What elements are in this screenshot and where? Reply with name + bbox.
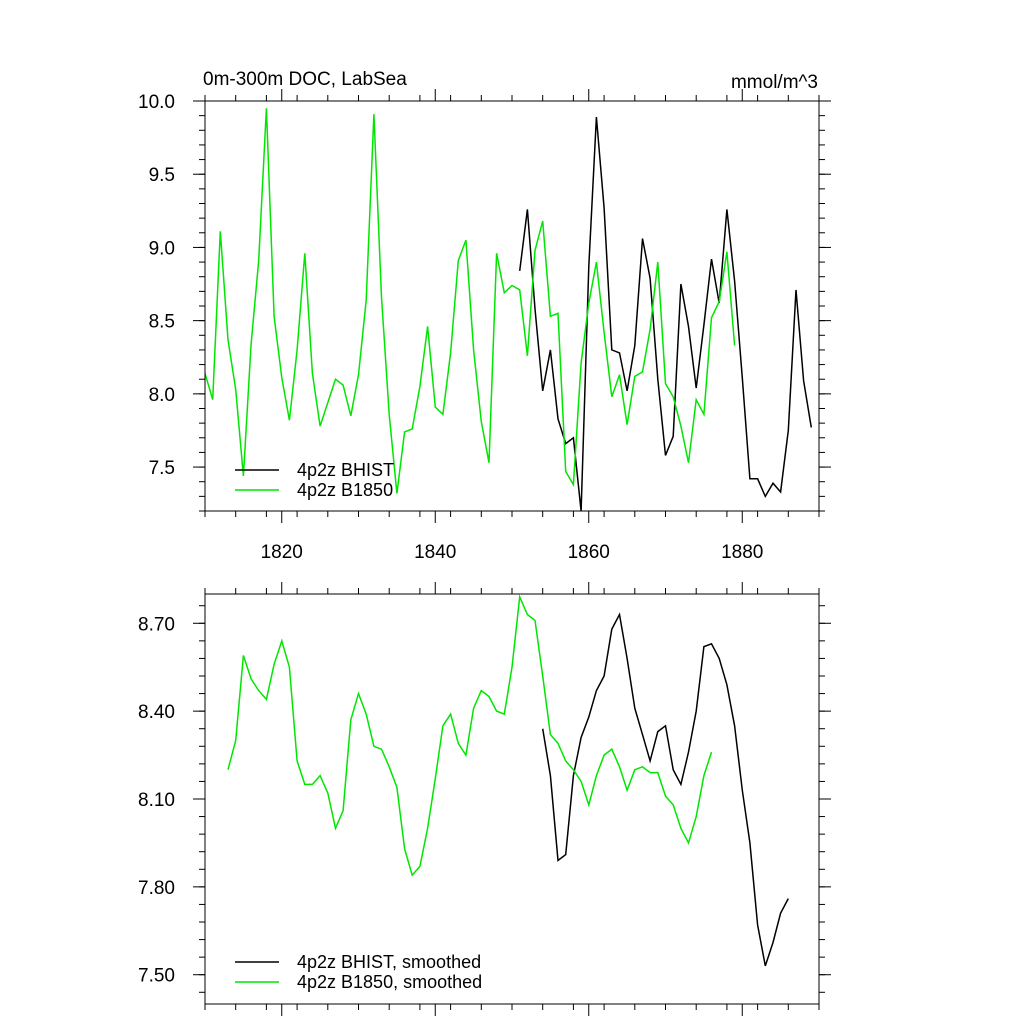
series-line-4p2z-b1850-smoothed (227, 594, 713, 877)
bottom-axis-ticks: 7.50 7.80 8.10 8.40 8.70 (138, 582, 831, 1016)
top-series-lines (204, 108, 813, 512)
top-ytick-label: 10.0 (138, 92, 175, 113)
legend-label-b1850: 4p2z B1850 (297, 480, 393, 500)
series-line-4p2z-b1850 (204, 108, 736, 494)
bottom-legend: 4p2z BHIST, smoothed 4p2z B1850, smoothe… (235, 952, 482, 992)
top-axis-ticks: 7.5 8.0 8.5 9.0 9.5 10.0 1820 1840 1860 1880 (138, 89, 831, 563)
top-xtick-label: 1880 (721, 542, 763, 563)
top-xtick-label: 1860 (568, 542, 610, 563)
top-ytick-label: 8.0 (149, 385, 175, 406)
chart-title: 0m-300m DOC, LabSea (203, 69, 407, 90)
panel-bottom: 7.50 7.80 8.10 8.40 8.70 4p2z BHIST, smoothe… (138, 582, 831, 1016)
top-ytick-label: 9.0 (149, 238, 175, 259)
bottom-series-lines (227, 594, 789, 967)
top-plot-frame (204, 100, 820, 512)
top-xtick-label: 1820 (261, 542, 303, 563)
top-ytick-label: 8.5 (149, 312, 175, 333)
bottom-ytick-label: 7.50 (138, 966, 175, 987)
top-ytick-label: 9.5 (149, 165, 175, 186)
bottom-ytick-label: 8.40 (138, 702, 175, 723)
top-xtick-label: 1840 (414, 542, 456, 563)
legend-label-b1850-smoothed: 4p2z B1850, smoothed (297, 972, 482, 992)
bottom-ytick-label: 8.10 (138, 790, 175, 811)
panel-top: 0m-300m DOC, LabSea mmol/m^3 7.5 8.0 8.5 9.… (138, 69, 831, 563)
top-ytick-label: 7.5 (149, 458, 175, 479)
legend-label-bhist: 4p2z BHIST (297, 460, 394, 480)
series-line-4p2z-bhist (518, 117, 813, 512)
bottom-plot-frame (204, 593, 820, 1005)
top-legend: 4p2z BHIST 4p2z B1850 (235, 460, 394, 500)
legend-label-bhist-smoothed: 4p2z BHIST, smoothed (297, 952, 481, 972)
units-label: mmol/m^3 (731, 72, 818, 93)
bottom-ytick-label: 8.70 (138, 614, 175, 635)
series-line-4p2z-bhist-smoothed (541, 612, 789, 967)
bottom-ytick-label: 7.80 (138, 878, 175, 899)
